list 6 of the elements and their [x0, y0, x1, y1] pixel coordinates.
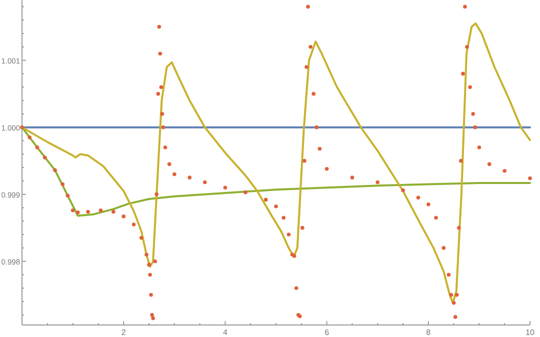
- x-tick-label: 2: [121, 328, 126, 337]
- x-tick-label: 4: [222, 328, 228, 337]
- line-series: [21, 126, 531, 217]
- x-tick-label: 8: [426, 328, 432, 337]
- x-tick-label: 10: [526, 328, 535, 337]
- x-tick-label: 6: [324, 328, 330, 337]
